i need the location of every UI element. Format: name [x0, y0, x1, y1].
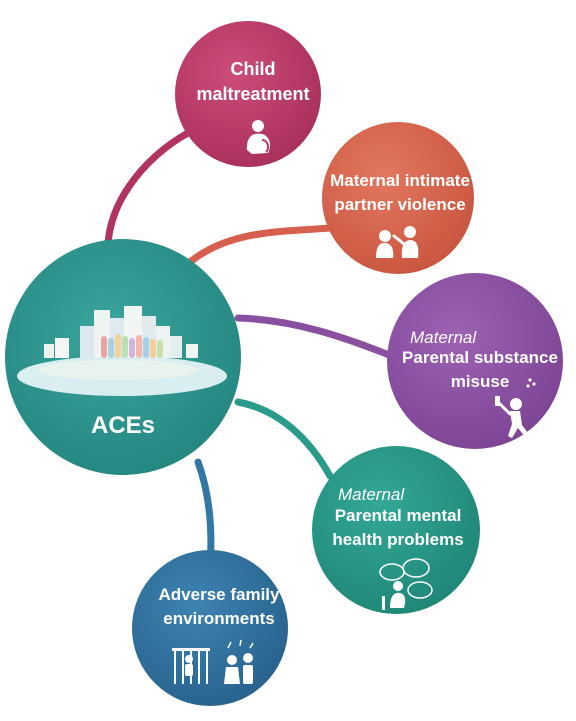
center-aces-node: ACEs: [5, 239, 241, 475]
domestic-violence-icon: [376, 226, 419, 258]
node-substance-misuse: Maternal Parental substance misuse: [387, 273, 563, 449]
node-label-line: partner violence: [334, 195, 465, 214]
node-label-line: Child: [231, 59, 276, 79]
node-label-line: health problems: [332, 530, 463, 549]
node-label-line: environments: [163, 609, 274, 628]
node-label-line: Parental mental: [335, 506, 462, 525]
node-label-line: Maternal intimate: [330, 171, 470, 190]
node-child-maltreatment: Child maltreatment: [175, 21, 321, 167]
child-hugging-knees-icon: [246, 120, 270, 154]
community-illustration: [17, 306, 227, 396]
connector-links: [104, 124, 396, 572]
link-substance-misuse: [234, 314, 396, 360]
node-family-environments: Adverse family environments: [132, 550, 288, 706]
family-conflict-icon: [172, 639, 254, 684]
distressed-person-icon: [379, 558, 433, 610]
node-mental-health: Maternal Parental mental health problems: [312, 446, 480, 614]
node-prefix: Maternal: [338, 485, 405, 504]
node-label-line: Parental substance: [402, 348, 558, 367]
node-label-line: misuse: [451, 372, 510, 391]
node-prefix: Maternal: [410, 328, 477, 347]
node-label-line: maltreatment: [196, 84, 309, 104]
link-partner-violence: [186, 224, 334, 266]
drinking-person-icon: [495, 378, 536, 438]
node-label-line: Adverse family: [159, 585, 280, 604]
link-child-maltreatment: [104, 124, 202, 252]
link-mental-health: [234, 398, 334, 480]
node-partner-violence: Maternal intimate partner violence: [322, 122, 474, 274]
center-label: ACEs: [91, 412, 155, 439]
